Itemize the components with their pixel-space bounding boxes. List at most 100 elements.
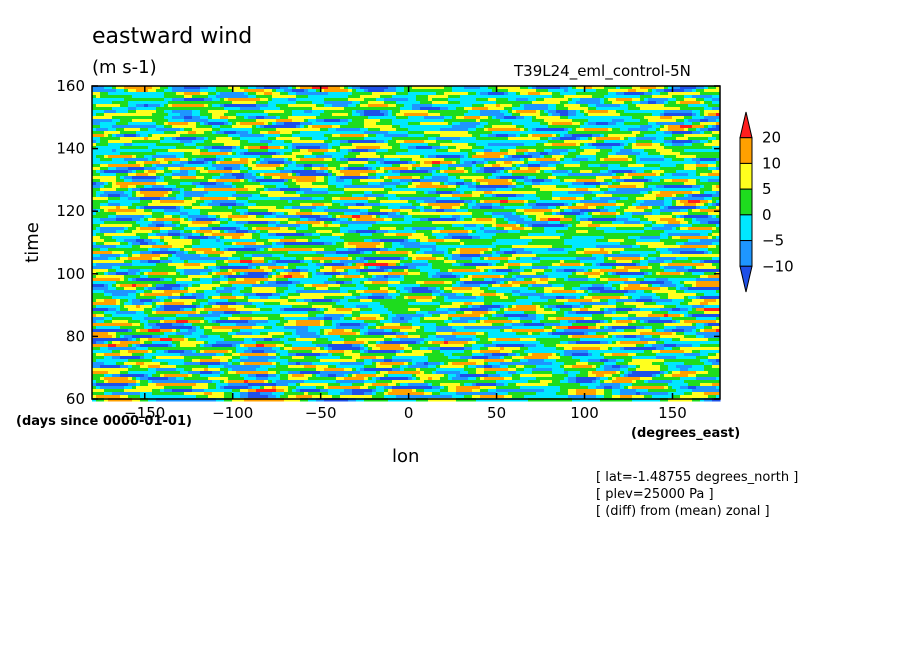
field-cell	[460, 95, 465, 99]
field-cell	[484, 101, 489, 105]
field-cell	[136, 119, 141, 123]
field-cell	[260, 176, 265, 180]
field-cell	[456, 161, 461, 165]
field-cell	[672, 170, 677, 174]
field-cell	[604, 140, 609, 144]
field-cell	[512, 155, 517, 159]
field-cell	[660, 131, 665, 135]
field-cell	[384, 179, 389, 183]
field-cell	[420, 128, 425, 132]
field-cell	[576, 113, 581, 117]
field-cell	[492, 101, 497, 105]
field-cell	[296, 116, 301, 120]
field-cell	[360, 134, 365, 138]
field-cell	[360, 164, 365, 168]
field-cell	[648, 143, 653, 147]
field-cell	[220, 131, 225, 135]
field-cell	[304, 161, 309, 165]
field-cell	[212, 122, 217, 126]
field-cell	[140, 155, 145, 159]
field-cell	[312, 152, 317, 156]
field-cell	[292, 110, 297, 114]
field-cell	[388, 164, 393, 168]
field-cell	[364, 176, 369, 180]
field-cell	[592, 98, 597, 102]
field-cell	[444, 134, 449, 138]
field-cell	[392, 122, 397, 126]
field-cell	[492, 161, 497, 165]
field-cell	[212, 119, 217, 123]
field-cell	[376, 143, 381, 147]
field-cell	[572, 143, 577, 147]
field-cell	[188, 95, 193, 99]
field-cell	[204, 155, 209, 159]
field-cell	[280, 158, 285, 162]
field-cell	[136, 110, 141, 114]
field-cell	[540, 155, 545, 159]
field-cell	[500, 107, 505, 111]
field-cell	[572, 119, 577, 123]
field-cell	[96, 98, 101, 102]
field-cell	[172, 122, 177, 126]
field-cell	[476, 161, 481, 165]
field-cell	[196, 92, 201, 96]
field-cell	[264, 98, 269, 102]
field-cell	[128, 158, 133, 162]
field-cell	[320, 173, 325, 177]
field-cell	[132, 131, 137, 135]
field-cell	[128, 107, 133, 111]
field-cell	[652, 176, 657, 180]
field-cell	[576, 167, 581, 171]
field-cell	[160, 140, 165, 144]
field-cell	[204, 89, 209, 93]
field-cell	[248, 101, 253, 105]
field-cell	[120, 125, 125, 129]
field-cell	[268, 92, 273, 96]
field-cell	[476, 167, 481, 171]
field-cell	[432, 164, 437, 168]
field-cell	[368, 146, 373, 150]
field-cell	[256, 125, 261, 129]
field-cell	[404, 149, 409, 153]
field-cell	[596, 152, 601, 156]
field-cell	[212, 107, 217, 111]
field-cell	[280, 167, 285, 171]
field-cell	[528, 119, 533, 123]
field-cell	[584, 116, 589, 120]
field-cell	[712, 140, 717, 144]
field-cell	[468, 179, 473, 183]
field-cell	[644, 173, 649, 177]
field-cell	[656, 104, 661, 108]
field-cell	[516, 95, 521, 99]
field-cell	[664, 89, 669, 93]
field-cell	[140, 119, 145, 123]
field-cell	[696, 164, 701, 168]
field-cell	[184, 140, 189, 144]
field-cell	[232, 149, 237, 153]
field-cell	[172, 179, 177, 183]
field-cell	[616, 176, 621, 180]
field-cell	[164, 101, 169, 105]
field-cell	[416, 170, 421, 174]
field-cell	[664, 134, 669, 138]
field-cell	[364, 137, 369, 141]
field-cell	[144, 134, 149, 138]
field-cell	[336, 125, 341, 129]
field-cell	[216, 176, 221, 180]
field-cell	[400, 113, 405, 117]
field-cell	[668, 143, 673, 147]
field-cell	[656, 116, 661, 120]
field-cell	[292, 101, 297, 105]
field-cell	[400, 116, 405, 120]
field-cell	[444, 179, 449, 183]
field-cell	[632, 119, 637, 123]
field-cell	[252, 167, 257, 171]
field-cell	[176, 113, 181, 117]
field-cell	[544, 143, 549, 147]
field-cell	[532, 107, 537, 111]
field-cell	[640, 92, 645, 96]
field-cell	[324, 161, 329, 165]
field-cell	[576, 89, 581, 93]
field-cell	[244, 143, 249, 147]
field-cell	[204, 161, 209, 165]
